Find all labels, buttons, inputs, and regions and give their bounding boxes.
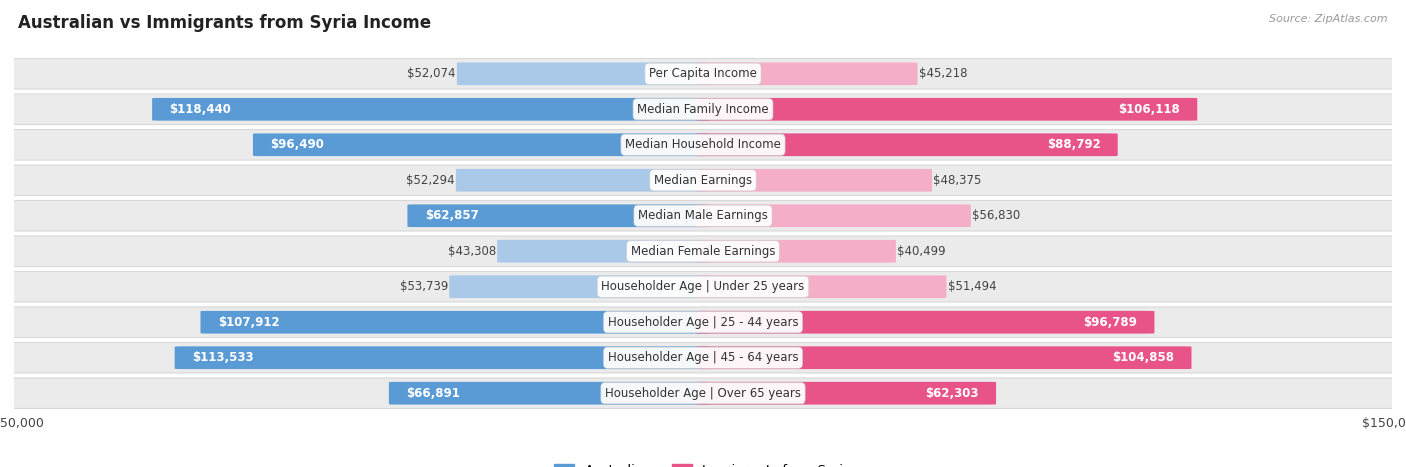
FancyBboxPatch shape <box>0 94 1406 125</box>
Text: Householder Age | Over 65 years: Householder Age | Over 65 years <box>605 387 801 400</box>
Text: $51,494: $51,494 <box>948 280 997 293</box>
Text: $88,792: $88,792 <box>1046 138 1101 151</box>
FancyBboxPatch shape <box>0 58 1406 89</box>
Text: $62,857: $62,857 <box>425 209 478 222</box>
FancyBboxPatch shape <box>201 311 710 333</box>
FancyBboxPatch shape <box>0 307 1406 338</box>
FancyBboxPatch shape <box>696 240 896 262</box>
FancyBboxPatch shape <box>696 205 972 227</box>
FancyBboxPatch shape <box>0 271 1406 302</box>
FancyBboxPatch shape <box>0 342 1406 373</box>
FancyBboxPatch shape <box>152 98 710 120</box>
Text: $113,533: $113,533 <box>191 351 253 364</box>
FancyBboxPatch shape <box>696 98 1198 120</box>
FancyBboxPatch shape <box>450 276 710 298</box>
FancyBboxPatch shape <box>696 276 946 298</box>
FancyBboxPatch shape <box>456 169 710 191</box>
Text: $66,891: $66,891 <box>406 387 460 400</box>
Text: $106,118: $106,118 <box>1118 103 1180 116</box>
Text: Householder Age | 45 - 64 years: Householder Age | 45 - 64 years <box>607 351 799 364</box>
Text: $104,858: $104,858 <box>1112 351 1174 364</box>
Text: Source: ZipAtlas.com: Source: ZipAtlas.com <box>1270 14 1388 24</box>
Text: Median Household Income: Median Household Income <box>626 138 780 151</box>
FancyBboxPatch shape <box>408 205 710 227</box>
Text: Median Female Earnings: Median Female Earnings <box>631 245 775 258</box>
Text: $96,789: $96,789 <box>1084 316 1137 329</box>
Text: $107,912: $107,912 <box>218 316 280 329</box>
FancyBboxPatch shape <box>0 236 1406 267</box>
Text: $52,294: $52,294 <box>406 174 454 187</box>
Text: $48,375: $48,375 <box>934 174 981 187</box>
FancyBboxPatch shape <box>0 200 1406 231</box>
Text: Australian vs Immigrants from Syria Income: Australian vs Immigrants from Syria Inco… <box>18 14 432 32</box>
Text: $62,303: $62,303 <box>925 387 979 400</box>
FancyBboxPatch shape <box>0 378 1406 409</box>
FancyBboxPatch shape <box>696 382 995 404</box>
FancyBboxPatch shape <box>389 382 710 404</box>
FancyBboxPatch shape <box>696 63 918 85</box>
Text: $40,499: $40,499 <box>897 245 946 258</box>
Text: Householder Age | Under 25 years: Householder Age | Under 25 years <box>602 280 804 293</box>
Text: $45,218: $45,218 <box>920 67 967 80</box>
FancyBboxPatch shape <box>696 134 1118 156</box>
Text: $53,739: $53,739 <box>399 280 449 293</box>
FancyBboxPatch shape <box>174 347 710 369</box>
FancyBboxPatch shape <box>457 63 710 85</box>
Text: $43,308: $43,308 <box>447 245 496 258</box>
FancyBboxPatch shape <box>696 311 1154 333</box>
Text: Median Earnings: Median Earnings <box>654 174 752 187</box>
FancyBboxPatch shape <box>696 347 1191 369</box>
Text: Median Male Earnings: Median Male Earnings <box>638 209 768 222</box>
Legend: Australian, Immigrants from Syria: Australian, Immigrants from Syria <box>550 459 856 467</box>
Text: $118,440: $118,440 <box>169 103 231 116</box>
FancyBboxPatch shape <box>253 134 710 156</box>
FancyBboxPatch shape <box>498 240 710 262</box>
FancyBboxPatch shape <box>0 129 1406 160</box>
Text: Median Family Income: Median Family Income <box>637 103 769 116</box>
FancyBboxPatch shape <box>696 169 932 191</box>
Text: $96,490: $96,490 <box>270 138 323 151</box>
FancyBboxPatch shape <box>0 165 1406 196</box>
Text: $52,074: $52,074 <box>408 67 456 80</box>
Text: Householder Age | 25 - 44 years: Householder Age | 25 - 44 years <box>607 316 799 329</box>
Text: $56,830: $56,830 <box>973 209 1021 222</box>
Text: Per Capita Income: Per Capita Income <box>650 67 756 80</box>
